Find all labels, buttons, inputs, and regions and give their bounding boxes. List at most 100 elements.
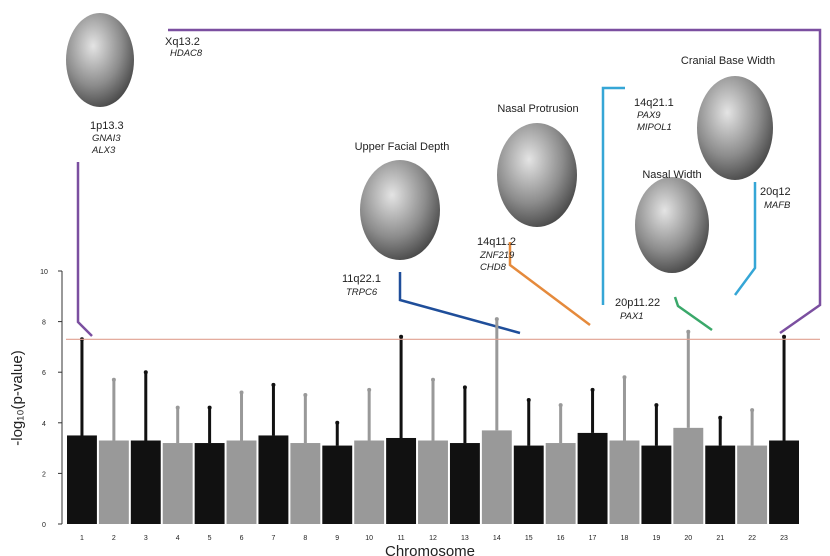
snp-bulk <box>673 427 704 524</box>
x-tick-label: 5 <box>208 535 212 542</box>
snp-peak <box>271 382 276 387</box>
snp-bulk <box>577 432 608 524</box>
connector <box>76 162 93 337</box>
gene: PAX1 <box>620 311 644 322</box>
gene: CHD8 <box>480 262 507 273</box>
snp-bulk <box>226 440 257 524</box>
snp-peak <box>143 370 148 375</box>
snp-bulk <box>545 443 576 524</box>
snp-bulk <box>67 435 97 524</box>
snp-bulk <box>162 443 193 524</box>
snp-bulk <box>418 440 448 524</box>
snp-peak <box>654 403 659 408</box>
snp-peak <box>750 408 755 413</box>
x-tick-label: 9 <box>335 535 339 542</box>
connector <box>733 182 757 296</box>
locus: 11q22.1 <box>342 273 381 285</box>
snp-peak <box>111 377 116 382</box>
x-tick-label: 12 <box>429 535 437 542</box>
x-tick-label: 11 <box>397 535 404 542</box>
locus: 14q21.1 <box>634 97 674 109</box>
x-tick-label: 20 <box>684 535 692 542</box>
snp-bulk <box>609 440 640 524</box>
snp-peak <box>462 385 467 390</box>
snp-bulk <box>290 443 321 524</box>
x-tick-label: 15 <box>525 535 533 542</box>
snp-bulk <box>737 445 768 524</box>
x-tick-label: 21 <box>716 535 724 542</box>
face <box>635 177 709 273</box>
snp-peak <box>303 392 308 397</box>
trait: Nasal Protrusion <box>497 103 578 115</box>
connector <box>168 28 822 335</box>
gene: HDAC8 <box>170 48 203 59</box>
snp-peak <box>686 329 691 334</box>
x-tick-label: 23 <box>780 535 788 542</box>
snp-bulk <box>258 435 289 524</box>
snp-bulk <box>130 440 161 524</box>
snp-peak <box>622 375 627 380</box>
x-tick-label: 16 <box>557 535 565 542</box>
trait: Upper Facial Depth <box>355 141 450 153</box>
snp-peak <box>367 387 372 392</box>
face <box>360 160 440 260</box>
face <box>66 13 134 107</box>
snp-bulk <box>769 440 799 524</box>
y-axis-label: -log₁₀(p-value) <box>9 350 26 446</box>
snp-bulk <box>322 445 353 524</box>
locus: 20q12 <box>760 186 791 198</box>
y-tick-label: 0 <box>42 522 46 529</box>
snp-peak <box>175 405 180 410</box>
snp-peak <box>335 420 340 425</box>
snp-peak <box>494 317 499 322</box>
snp-peak <box>558 403 563 408</box>
x-tick-label: 3 <box>144 535 148 542</box>
gene: MIPOL1 <box>637 122 672 133</box>
x-axis-label: Chromosome <box>385 543 475 556</box>
snp-bulk <box>98 440 129 524</box>
x-tick-label: 17 <box>589 535 597 542</box>
x-tick-label: 19 <box>652 535 660 542</box>
snp-bulk <box>513 445 544 524</box>
x-tick-label: 7 <box>271 535 275 542</box>
snp-peak <box>782 334 787 339</box>
snp-peak <box>399 334 404 339</box>
face <box>697 76 773 180</box>
y-tick-label: 10 <box>40 269 48 276</box>
snp-bulk <box>641 445 672 524</box>
snp-bulk <box>481 430 512 524</box>
trait: Cranial Base Width <box>681 55 775 67</box>
x-tick-label: 6 <box>240 535 244 542</box>
gene: ZNF219 <box>479 250 515 261</box>
x-tick-label: 2 <box>112 535 116 542</box>
face <box>497 123 577 227</box>
snp-peak <box>431 377 435 382</box>
snp-peak <box>207 405 212 410</box>
snp-bulk <box>705 445 736 524</box>
snp-peak <box>526 398 531 403</box>
trait: Nasal Width <box>642 169 701 181</box>
locus: 20p11.22 <box>615 297 660 309</box>
x-tick-label: 13 <box>461 535 469 542</box>
snp-bulk <box>194 443 225 524</box>
gene: PAX9 <box>637 110 661 121</box>
x-tick-label: 18 <box>621 535 629 542</box>
gene: ALX3 <box>91 145 116 156</box>
x-tick-label: 4 <box>176 535 180 542</box>
snp-bulk <box>386 437 417 524</box>
snp-peak <box>590 387 595 392</box>
y-tick-label: 8 <box>42 320 46 327</box>
y-tick-label: 2 <box>42 471 46 478</box>
snp-peak <box>718 415 723 420</box>
connector <box>673 296 713 332</box>
locus: Xq13.2 <box>165 36 200 48</box>
snp-bulk <box>354 440 385 524</box>
locus: 14q11.2 <box>477 236 516 248</box>
connector <box>398 272 521 335</box>
gene: MAFB <box>764 200 791 211</box>
y-tick-label: 4 <box>42 421 46 428</box>
gene: GNAI3 <box>92 133 121 144</box>
connector <box>601 86 625 305</box>
x-tick-label: 22 <box>748 535 756 542</box>
